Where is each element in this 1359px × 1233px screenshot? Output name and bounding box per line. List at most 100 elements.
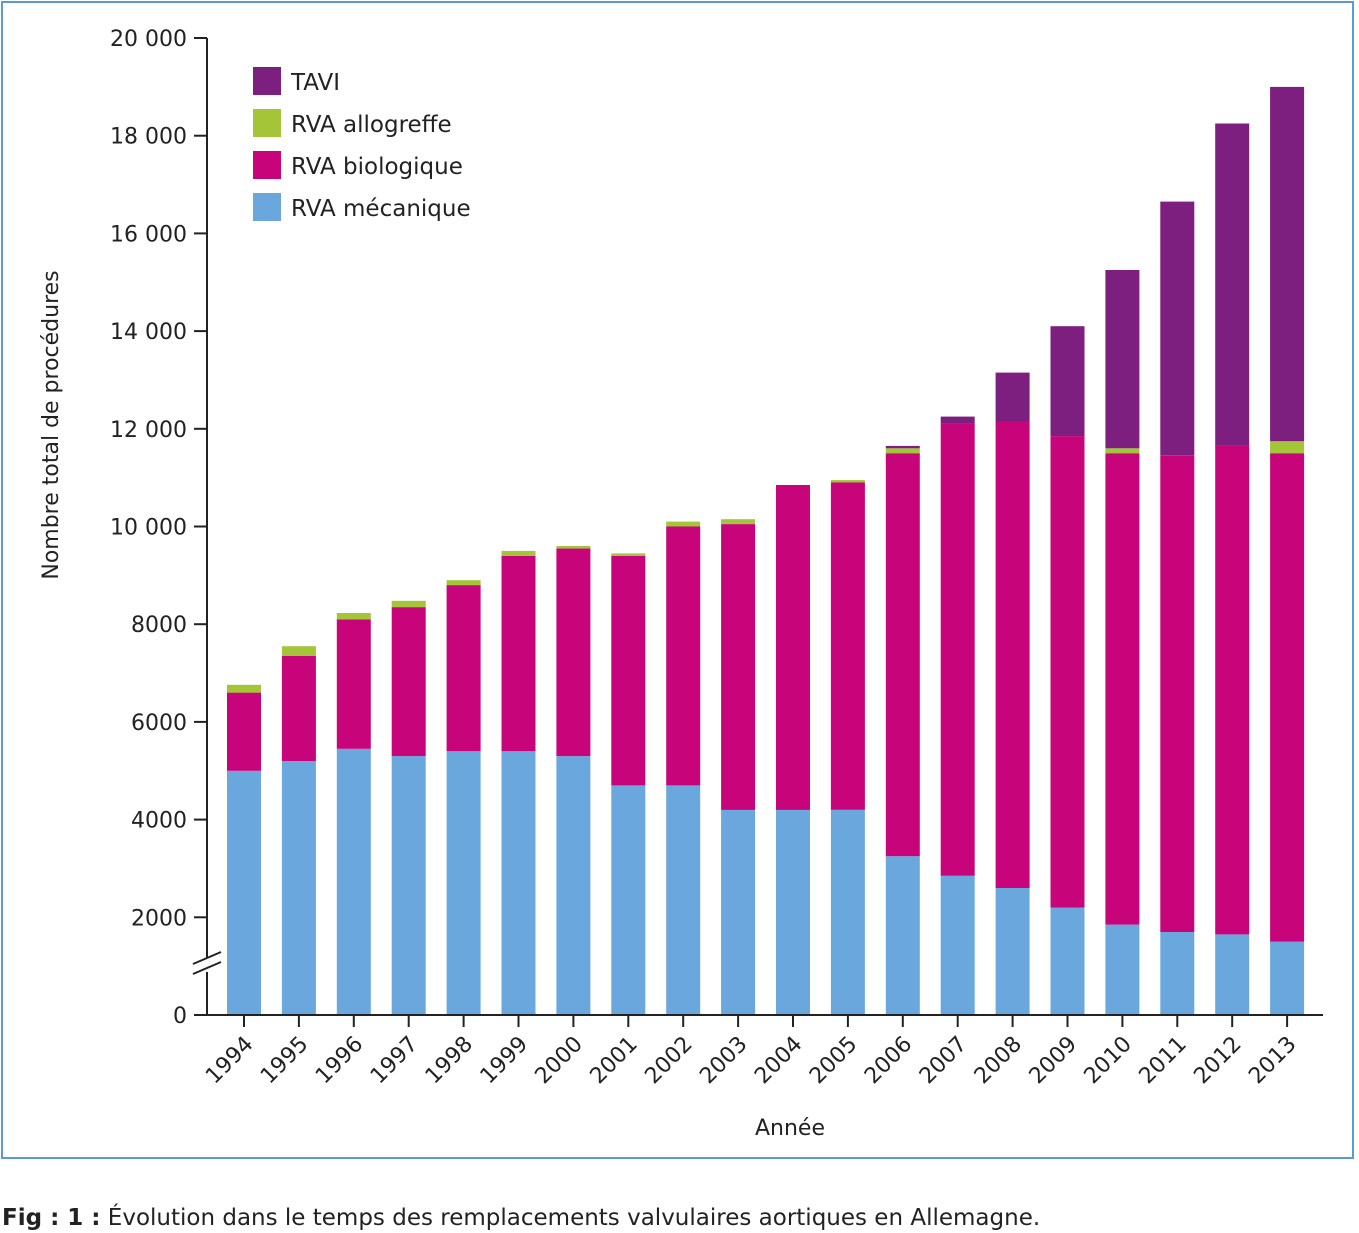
bar-2003-series-1 <box>721 524 756 810</box>
bar-2011-series-0 <box>1160 932 1195 1015</box>
legend: TAVI RVA allogreffe RVA biologique RVA méca… <box>253 67 471 222</box>
y-tick-label-16000: 16 000 <box>110 222 187 247</box>
bar-2004-series-1 <box>776 485 810 810</box>
bar-2013-series-0 <box>1270 941 1305 1015</box>
bar-2009-series-3 <box>1050 326 1085 437</box>
bar-2011-series-3 <box>1160 201 1195 456</box>
bar-2004-series-0 <box>776 809 810 1015</box>
x-tick-label-2003: 2003 <box>695 1032 752 1089</box>
bar-1995-series-1 <box>281 656 316 761</box>
bar-2000-series-2 <box>556 546 591 549</box>
bar-1997-series-1 <box>391 607 426 757</box>
bar-2006-series-0 <box>885 856 920 1015</box>
bar-2010-series-1 <box>1105 453 1140 925</box>
bar-2013-series-3 <box>1270 86 1305 442</box>
stacked-bar-chart: 1994199519961997199819992000200120022003… <box>39 27 1323 1141</box>
bar-1994-series-2 <box>227 684 261 693</box>
bar-2002-series-0 <box>666 785 701 1015</box>
bar-2006-series-2 <box>885 448 920 454</box>
figure-caption: Fig : 1 : Évolution dans le temps des re… <box>2 1205 1040 1231</box>
bars-group <box>227 86 1305 1016</box>
y-tick-label-2000: 2000 <box>131 906 187 931</box>
legend-label-3: RVA mécanique <box>291 196 471 222</box>
x-tick-label-2010: 2010 <box>1080 1032 1137 1089</box>
bar-2007-series-3 <box>940 416 975 424</box>
x-tick-label-1999: 1999 <box>476 1032 533 1089</box>
bar-1997-series-0 <box>391 756 426 1015</box>
bar-1994-series-1 <box>227 692 261 771</box>
x-tick-label-2002: 2002 <box>640 1032 697 1089</box>
caption-prefix: Fig : 1 : <box>2 1205 101 1231</box>
bar-2007-series-1 <box>940 423 975 876</box>
bar-2008-series-1 <box>995 421 1030 888</box>
bar-1994-series-0 <box>227 770 261 1016</box>
bar-2005-series-0 <box>830 809 865 1015</box>
bar-2010-series-2 <box>1105 448 1140 454</box>
bar-1999-series-2 <box>501 550 536 556</box>
bar-2000-series-0 <box>556 756 591 1015</box>
x-tick-label-2013: 2013 <box>1244 1032 1301 1089</box>
bar-1997-series-2 <box>391 600 426 608</box>
x-tick-label-2011: 2011 <box>1135 1032 1192 1089</box>
axis-break-mark-0 <box>192 951 222 965</box>
legend-swatch-3 <box>253 193 281 221</box>
bar-1995-series-2 <box>281 646 316 656</box>
legend-swatch-0 <box>253 67 281 95</box>
caption-text: Évolution dans le temps des remplacement… <box>100 1205 1041 1231</box>
bar-2008-series-3 <box>995 372 1030 422</box>
bar-2000-series-1 <box>556 548 591 757</box>
bar-2006-series-3 <box>885 445 920 449</box>
y-tick-label-6000: 6000 <box>131 711 187 736</box>
bar-2012-series-3 <box>1215 123 1250 446</box>
bar-2012-series-1 <box>1215 445 1250 935</box>
x-axis-title: Année <box>755 1116 825 1141</box>
bar-1999-series-1 <box>501 555 536 752</box>
bar-2010-series-0 <box>1105 924 1140 1015</box>
bar-1998-series-2 <box>446 580 481 586</box>
y-tick-label-0: 0 <box>173 1004 187 1029</box>
bar-2001-series-1 <box>611 555 646 786</box>
bar-2009-series-0 <box>1050 907 1085 1015</box>
bar-1996-series-2 <box>336 613 371 620</box>
y-tick-label-4000: 4000 <box>131 809 187 834</box>
x-tick-label-2006: 2006 <box>860 1032 917 1089</box>
bar-2001-series-0 <box>611 785 646 1015</box>
axis-break-mark-1 <box>192 961 222 975</box>
x-tick-label-2007: 2007 <box>915 1032 972 1089</box>
x-tick-label-1996: 1996 <box>311 1032 368 1089</box>
legend-label-0: TAVI <box>290 70 340 96</box>
y-tick-label-8000: 8000 <box>131 613 187 638</box>
x-tick-label-1997: 1997 <box>366 1032 423 1089</box>
bar-2013-series-1 <box>1270 453 1305 942</box>
bar-1996-series-1 <box>336 619 371 749</box>
figure-frame <box>1 1 1354 1159</box>
bar-2003-series-0 <box>721 809 756 1015</box>
bar-2011-series-1 <box>1160 455 1195 932</box>
bar-2013-series-2 <box>1270 441 1305 454</box>
legend-swatch-1 <box>253 109 281 137</box>
x-tick-label-1994: 1994 <box>201 1032 258 1089</box>
y-tick-label-20000: 20 000 <box>110 27 187 52</box>
legend-label-1: RVA allogreffe <box>291 112 452 138</box>
bar-1998-series-1 <box>446 585 481 752</box>
x-tick-label-2009: 2009 <box>1025 1032 1082 1089</box>
legend-swatch-2 <box>253 151 281 179</box>
bar-2001-series-2 <box>611 553 646 556</box>
bar-2002-series-1 <box>666 526 701 786</box>
bar-2008-series-0 <box>995 888 1030 1015</box>
bar-1996-series-0 <box>336 748 371 1015</box>
y-tick-label-14000: 14 000 <box>110 320 187 345</box>
y-tick-label-10000: 10 000 <box>110 516 187 541</box>
x-tick-label-2001: 2001 <box>586 1032 643 1089</box>
bar-2009-series-1 <box>1050 436 1085 908</box>
bar-2012-series-0 <box>1215 934 1250 1015</box>
y-axis-title: Nombre total de procédures <box>39 270 64 579</box>
x-tick-label-2008: 2008 <box>970 1032 1027 1089</box>
x-tick-label-2005: 2005 <box>805 1032 862 1089</box>
bar-2002-series-2 <box>666 521 701 527</box>
bar-1995-series-0 <box>281 761 316 1015</box>
bar-2003-series-2 <box>721 519 756 525</box>
axis-break-gap <box>203 958 211 972</box>
bar-2006-series-1 <box>885 453 920 857</box>
y-tick-label-12000: 12 000 <box>110 418 187 443</box>
